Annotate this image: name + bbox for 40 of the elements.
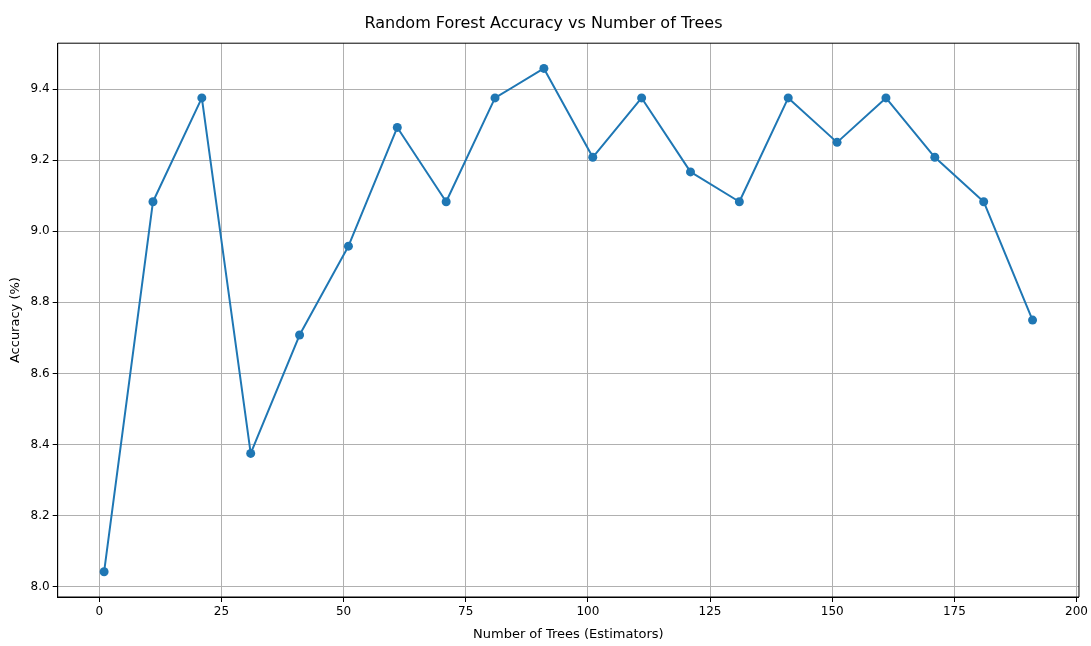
- point: [392, 122, 402, 132]
- point: [637, 93, 647, 103]
- x-axis-title: Number of Trees (Estimators): [473, 625, 664, 641]
- point: [295, 330, 305, 340]
- x-tick-label: 200: [1065, 604, 1088, 619]
- y-tick-label: 8.8: [30, 294, 50, 309]
- x-tick-label: 0: [95, 604, 104, 619]
- x-tick-label: 50: [335, 604, 352, 619]
- x-tick-label: 150: [820, 604, 844, 619]
- y-tick-label: 8.2: [30, 507, 50, 522]
- point: [99, 567, 109, 577]
- x-tick-label: 125: [698, 604, 722, 619]
- x-tick-label: 25: [213, 604, 230, 619]
- point: [539, 63, 549, 73]
- y-axis-title: Accuracy (%): [7, 277, 23, 364]
- point: [490, 93, 500, 103]
- point: [881, 93, 891, 103]
- y-tick-label: 9.0: [30, 223, 50, 238]
- point: [783, 93, 793, 103]
- point: [197, 93, 207, 103]
- chart-title: Random Forest Accuracy vs Number of Trees: [364, 12, 723, 32]
- point: [588, 152, 598, 162]
- point: [930, 152, 940, 162]
- point: [1028, 315, 1038, 325]
- y-tick-label: 8.4: [30, 436, 50, 451]
- point: [979, 197, 989, 207]
- x-tick-label: 175: [942, 604, 966, 619]
- point: [343, 241, 353, 251]
- point: [685, 167, 695, 177]
- point: [441, 197, 451, 207]
- point: [148, 197, 158, 207]
- x-tick-label: 75: [458, 604, 474, 619]
- y-tick-label: 9.2: [30, 152, 50, 167]
- point: [246, 448, 256, 458]
- y-tick-label: 8.0: [30, 578, 50, 593]
- x-tick-label: 100: [576, 604, 600, 619]
- point: [832, 137, 842, 147]
- y-tick-label: 8.6: [30, 365, 50, 380]
- y-tick-label: 9.4: [30, 81, 50, 96]
- point: [734, 197, 744, 207]
